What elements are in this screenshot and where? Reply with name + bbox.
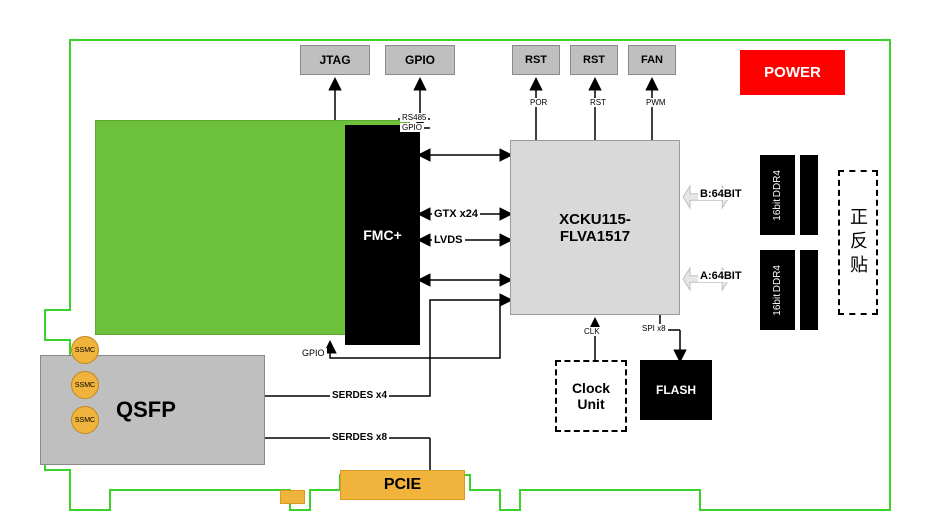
block-ddr1: DDR4 16bit [760,155,795,235]
block-mirror: 正反贴 [838,170,878,315]
block-power: POWER [740,50,845,95]
signal-label-por: POR [528,98,549,107]
ssmc-label: SSMC [75,347,95,354]
block-fan: FAN [628,45,676,75]
block-pcie-label: PCIE [384,476,421,494]
block-clock-label: Clock Unit [572,380,610,412]
block-fmc-label: FMC+ [363,227,402,243]
block-rst1: RST [512,45,560,75]
signal-label-clk: CLK [582,327,602,336]
signal-label-b64: B:64BIT [698,188,744,200]
signal-label-gpio3: GPIO [300,348,327,358]
block-flash: FLASH [640,360,712,420]
block-mirror-label: 正反贴 [845,207,871,279]
block-pcie: PCIE [340,470,465,500]
ssmc-connector-2: SSMC [71,406,99,434]
signal-label-rs485: RS485 [400,113,428,122]
block-qsfp-label: QSFP [116,397,176,423]
block-xcku-label: XCKU115- FLVA1517 [559,211,631,245]
signal-label-rst: RST [588,98,608,107]
block-rst2-label: RST [583,54,605,66]
block-xcku: XCKU115- FLVA1517 [510,140,680,315]
ssmc-label: SSMC [75,382,95,389]
signal-label-spi: SPI x8 [640,324,668,333]
block-clock: Clock Unit [555,360,627,432]
block-power-label: POWER [764,64,821,81]
block-ddr2-vtextTop: DDR4 [772,265,783,292]
block-flash-label: FLASH [656,383,696,397]
block-ddr1-vtextBot: 16bit [772,199,783,221]
signal-label-serd4: SERDES x4 [330,390,389,401]
block-jtag: JTAG [300,45,370,75]
ssmc-connector-1: SSMC [71,371,99,399]
signal-label-a64: A:64BIT [698,270,744,282]
block-rst2: RST [570,45,618,75]
signal-label-gpio2: GPIO [400,123,424,132]
ssmc-label: SSMC [75,417,95,424]
block-rst1-label: RST [525,54,547,66]
block-ddr1-vtextTop: DDR4 [772,170,783,197]
signal-label-gtx: GTX x24 [432,208,480,220]
ssmc-connector-0: SSMC [71,336,99,364]
signal-label-serd8: SERDES x8 [330,432,389,443]
block-jtag-label: JTAG [319,53,350,67]
block-blk2 [800,250,818,330]
block-ddr2: DDR4 16bit [760,250,795,330]
block-fan-label: FAN [641,54,663,66]
block-gpio: GPIO [385,45,455,75]
block-blk1 [800,155,818,235]
block-pcie2 [280,490,305,504]
block-ddr2-vtextBot: 16bit [772,294,783,316]
block-fmc: FMC+ [345,125,420,345]
block-gpio-label: GPIO [405,53,435,67]
signal-label-lvds: LVDS [432,234,465,246]
signal-label-pwm: PWM [644,98,668,107]
